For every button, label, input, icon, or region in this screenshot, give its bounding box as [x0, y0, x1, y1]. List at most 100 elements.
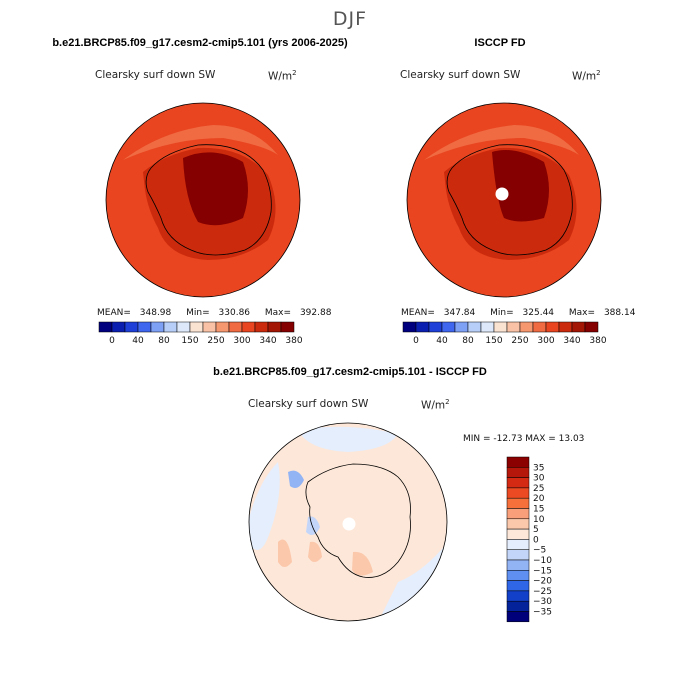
panel-3-colorbar-tick-label: −20: [533, 577, 552, 587]
panel-3-field-blue-patch-2: [306, 516, 320, 536]
panel-2-colorbar: 0 40 80 150 250 300 340 380: [402, 321, 607, 346]
panel-1-colorbar-tick-label: 340: [259, 336, 276, 346]
panel-3-colorbar-swatch: [506, 611, 530, 623]
panel-1-field-band: [123, 125, 278, 160]
panel-2-colorbar-swatch: [493, 321, 508, 333]
panel-2-colorbar-tick-label: 300: [537, 336, 554, 346]
panel-3-field-blue-patch-1: [288, 470, 304, 488]
panel-1-colorbar: 0 40 80 150 250 300 340 380: [98, 321, 303, 346]
panel-3-colorbar-swatch: [506, 539, 530, 550]
panel-3-colorbar-swatch: [506, 508, 530, 520]
panel-1-colorbar-swatch: [241, 321, 256, 333]
panel-2-colorbar-swatch: [532, 321, 547, 333]
panel-3-coastline: [305, 463, 411, 578]
panel-3-colorbar-tick-label: 25: [533, 484, 544, 494]
panel-2-title: ISCCP FD: [474, 37, 526, 49]
panel-1-colorbar-swatch: [137, 321, 152, 333]
panel-3-field-red-patch-1: [308, 541, 322, 562]
panel-3-colorbar-tick-label: −25: [533, 587, 552, 597]
panel-2-colorbar-swatch: [454, 321, 469, 333]
panel-3-colorbar-swatch: [506, 528, 530, 540]
panel-3-field-red-patch-2: [278, 539, 292, 567]
panel-1-variable-label: Clearsky surf down SW: [95, 69, 216, 81]
panel-3-colorbar-tick-label: −15: [533, 566, 552, 576]
panel-2-colorbar-swatch: [545, 321, 560, 333]
panel-3-colorbar-swatch: [506, 590, 530, 602]
panel-3-map-border: [248, 422, 448, 622]
panel-3-colorbar-swatch: [506, 570, 530, 581]
panel-1-stats: MEAN= 348.98 Min= 330.86 Max= 392.88: [97, 308, 332, 318]
panel-1-colorbar-swatch: [124, 321, 139, 333]
panel-2-map-border: [406, 102, 602, 298]
page-title: DJF: [332, 8, 368, 30]
panel-3-colorbar-tick-label: 0: [533, 535, 539, 545]
panel-2-colorbar-tick-label: 0: [413, 336, 419, 346]
panel-3-colorbar-tick-label: 10: [533, 515, 545, 525]
panel-2-colorbar-swatch: [415, 321, 430, 333]
panel-2-colorbar-tick-label: 80: [462, 336, 474, 346]
panel-3-pole-hole: [342, 517, 356, 531]
panel-1-colorbar-tick-label: 0: [109, 336, 115, 346]
panel-3-colorbar-tick-label: 20: [533, 494, 545, 504]
panel-1-colorbar-swatch: [280, 321, 295, 333]
panel-1-colorbar-tick-label: 300: [233, 336, 250, 346]
panel-2-colorbar-swatch: [480, 321, 495, 333]
panel-1-colorbar-swatch: [98, 321, 113, 333]
panel-3-minmax: MIN = -12.73 MAX = 13.03: [463, 434, 585, 444]
panel-3-colorbar-swatch: [506, 477, 530, 489]
panel-3-colorbar-swatch: [506, 518, 530, 530]
panel-1-field-plateau: [183, 152, 248, 226]
panel-2-colorbar-swatch: [558, 321, 573, 333]
panel-3-colorbar-swatch: [506, 549, 530, 561]
panel-2-colorbar-swatch: [571, 321, 586, 333]
panel-3-colorbar-swatch: [506, 580, 530, 592]
panel-1-colorbar-swatch: [111, 321, 126, 333]
panel-2-field-plateau: [492, 149, 549, 222]
panel-2-field-band: [424, 125, 579, 160]
panel-3-colorbar-swatch: [506, 559, 530, 571]
panel-2-colorbar-swatch: [584, 321, 599, 333]
panel-2-colorbar-tick-label: 40: [436, 336, 448, 346]
panel-2-map: [406, 102, 602, 298]
panel-3-colorbar-tick-label: −30: [533, 597, 552, 607]
panel-1-title: b.e21.BRCP85.f09_g17.cesm2-cmip5.101 (yr…: [52, 37, 348, 49]
panel-3-colorbar-tick-label: 5: [533, 525, 539, 535]
panel-3-colorbar-tick-label: −35: [533, 608, 552, 618]
panel-3-units-label: W/m2: [421, 398, 450, 412]
panel-2-colorbar-swatch: [506, 321, 521, 333]
panel-2-colorbar-tick-label: 340: [563, 336, 580, 346]
panel-1-colorbar-tick-label: 40: [132, 336, 144, 346]
panel-1-coastline: [145, 144, 272, 256]
panel-3-field-red-patch-3: [352, 551, 373, 576]
panel-2-stats: MEAN= 347.84 Min= 325.44 Max= 388.14: [401, 308, 636, 318]
panel-1-colorbar-tick-label: 80: [158, 336, 170, 346]
panel-2-colorbar-tick-label: 250: [511, 336, 528, 346]
panel-3-colorbar-tick-label: −5: [533, 546, 546, 556]
panel-3-field-negative-north: [298, 426, 398, 452]
panel-2-colorbar-tick-label: 380: [589, 336, 606, 346]
panel-3-title: b.e21.BRCP85.f09_g17.cesm2-cmip5.101 - I…: [213, 366, 487, 378]
panel-3-colorbar-tick-label: 15: [533, 505, 544, 515]
panel-3-colorbar-tick-label: 30: [533, 474, 545, 484]
panel-1-colorbar-swatch: [176, 321, 191, 333]
panel-2-colorbar-tick-label: 150: [485, 336, 502, 346]
panel-1-colorbar-swatch: [189, 321, 204, 333]
panel-1-colorbar-swatch: [202, 321, 217, 333]
panel-3-colorbar-swatch: [506, 487, 530, 499]
panel-2-colorbar-swatch: [441, 321, 456, 333]
panel-2-units-label: W/m2: [572, 69, 601, 83]
panel-3-colorbar-swatch: [506, 467, 530, 478]
panel-2-colorbar-swatch: [428, 321, 443, 333]
panel-2-colorbar-swatch: [402, 321, 417, 333]
panel-1-colorbar-swatch: [163, 321, 178, 333]
panel-1-colorbar-swatch: [267, 321, 282, 333]
panel-2-pole-hole: [495, 187, 509, 201]
panel-2-colorbar-swatch: [467, 321, 482, 333]
panel-1-colorbar-swatch: [150, 321, 165, 333]
panel-1-colorbar-swatch: [215, 321, 230, 333]
panel-1-colorbar-swatch: [254, 321, 269, 333]
panel-1-units-label: W/m2: [268, 69, 297, 83]
panel-1-colorbar-tick-label: 380: [285, 336, 302, 346]
panel-1-map-border: [105, 102, 301, 298]
panel-1-colorbar-tick-label: 250: [207, 336, 224, 346]
